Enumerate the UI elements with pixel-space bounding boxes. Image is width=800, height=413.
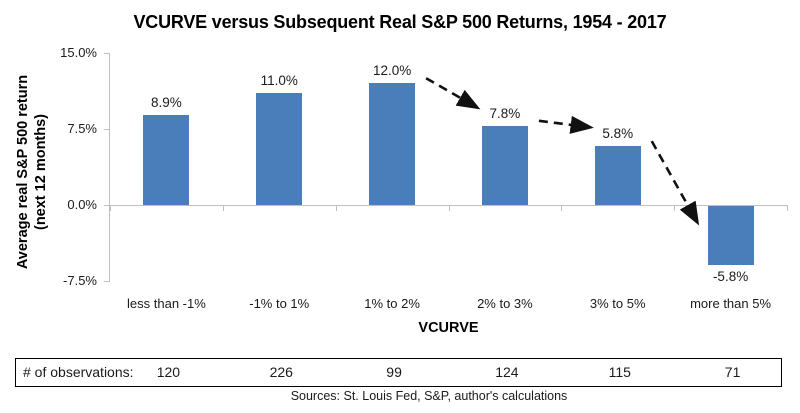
observation-value: 226 — [269, 364, 293, 380]
y-axis-title-line1: Average real S&P 500 return — [15, 74, 31, 270]
chart-title: VCURVE versus Subsequent Real S&P 500 Re… — [133, 12, 667, 32]
category-label: 1% to 2% — [364, 296, 420, 311]
x-tick-mark — [674, 205, 675, 211]
bar-value-label: 7.8% — [489, 105, 521, 121]
bar — [707, 206, 754, 265]
x-axis-title: VCURVE — [418, 320, 479, 336]
y-tick-label: 15.0% — [60, 44, 97, 60]
x-tick-mark — [110, 205, 111, 211]
category-label: more than 5% — [690, 296, 772, 311]
category-label: 3% to 5% — [589, 296, 646, 311]
zero-line — [104, 205, 787, 206]
y-tick-mark — [104, 52, 110, 54]
y-tick-mark — [104, 281, 110, 283]
x-tick-mark — [223, 205, 224, 211]
bar-value-label: 5.8% — [602, 126, 634, 142]
trend-arrow — [425, 77, 481, 110]
observation-value: 115 — [608, 364, 631, 380]
bar-value-label: 12.0% — [372, 63, 412, 79]
x-tick-mark — [449, 205, 450, 211]
observation-value: 71 — [724, 364, 741, 380]
bar — [369, 83, 416, 205]
bar-value-label: -5.8% — [712, 268, 749, 284]
sources-note: Sources: St. Louis Fed, S&P, author's ca… — [290, 389, 568, 403]
observation-value: 124 — [495, 364, 519, 380]
bar — [594, 146, 641, 205]
bar-value-label: 11.0% — [260, 73, 298, 89]
category-label: less than -1% — [127, 296, 206, 311]
observation-value: 120 — [156, 364, 181, 380]
y-tick-label: 0.0% — [67, 197, 97, 212]
y-tick-label: -7.5% — [63, 273, 97, 289]
bar — [256, 93, 303, 205]
category-label: -1% to 1% — [249, 296, 310, 311]
y-axis-line — [109, 52, 110, 282]
y-tick-mark — [104, 128, 110, 130]
observation-value: 99 — [386, 364, 402, 380]
category-label: 2% to 3% — [477, 296, 533, 311]
y-axis-title-line2: (next 12 months) — [33, 114, 49, 231]
bar — [481, 125, 528, 205]
observations-header: # of observations: — [23, 364, 134, 380]
x-tick-mark — [336, 205, 337, 211]
y-tick-label: 7.5% — [67, 120, 97, 136]
bar-value-label: 8.9% — [151, 94, 182, 110]
observations-box — [15, 358, 782, 387]
x-tick-mark — [787, 205, 788, 211]
x-tick-mark — [561, 205, 562, 211]
bar — [143, 114, 190, 205]
